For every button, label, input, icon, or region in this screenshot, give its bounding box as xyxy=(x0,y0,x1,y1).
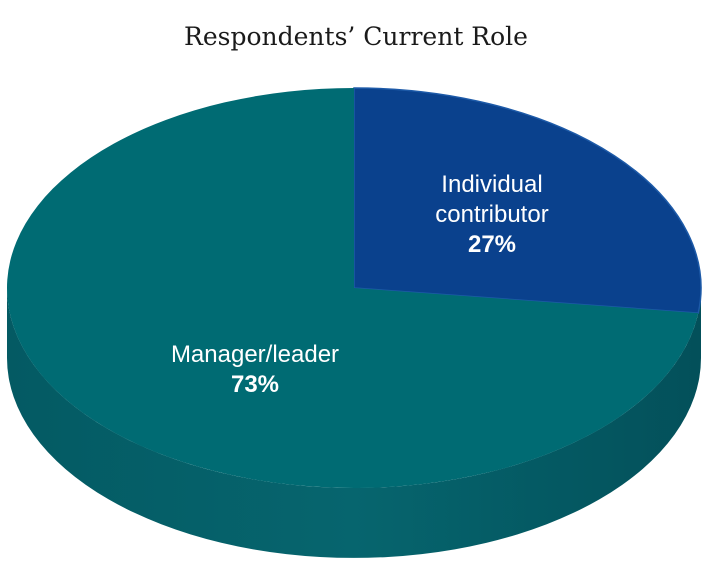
slice-label: Manager/leader xyxy=(171,341,339,368)
slice-value-label: 27% xyxy=(468,231,516,258)
pie-slice-individual-contributor xyxy=(353,87,702,314)
slice-label: Individual xyxy=(441,171,542,198)
pie-labels: Individual contributor 27% Manager/leader 73… xyxy=(171,171,549,398)
slice-value-label: 73% xyxy=(231,371,279,398)
pie-side-wall xyxy=(7,288,701,558)
slice-label: contributor xyxy=(435,201,548,228)
chart-title: Respondents’ Current Role xyxy=(184,22,528,51)
pie-depth xyxy=(7,288,701,558)
pie-slice-manager-leader xyxy=(7,87,699,488)
pie-top xyxy=(7,87,702,488)
